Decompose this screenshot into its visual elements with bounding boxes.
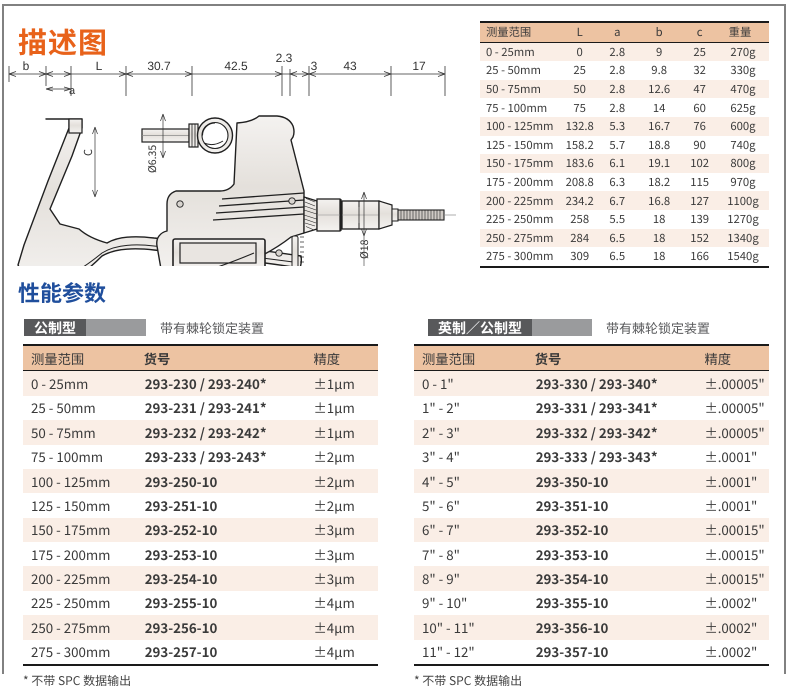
svg-text:43: 43 bbox=[343, 59, 357, 73]
svg-text:a: a bbox=[69, 85, 76, 96]
svg-text:30.7: 30.7 bbox=[147, 59, 171, 73]
svg-text:L: L bbox=[96, 59, 103, 73]
svg-text:2.3: 2.3 bbox=[276, 51, 293, 65]
svg-text:3: 3 bbox=[311, 59, 318, 73]
svg-text:42.5: 42.5 bbox=[224, 59, 248, 73]
svg-text:17: 17 bbox=[412, 59, 426, 73]
svg-text:b: b bbox=[23, 59, 30, 73]
